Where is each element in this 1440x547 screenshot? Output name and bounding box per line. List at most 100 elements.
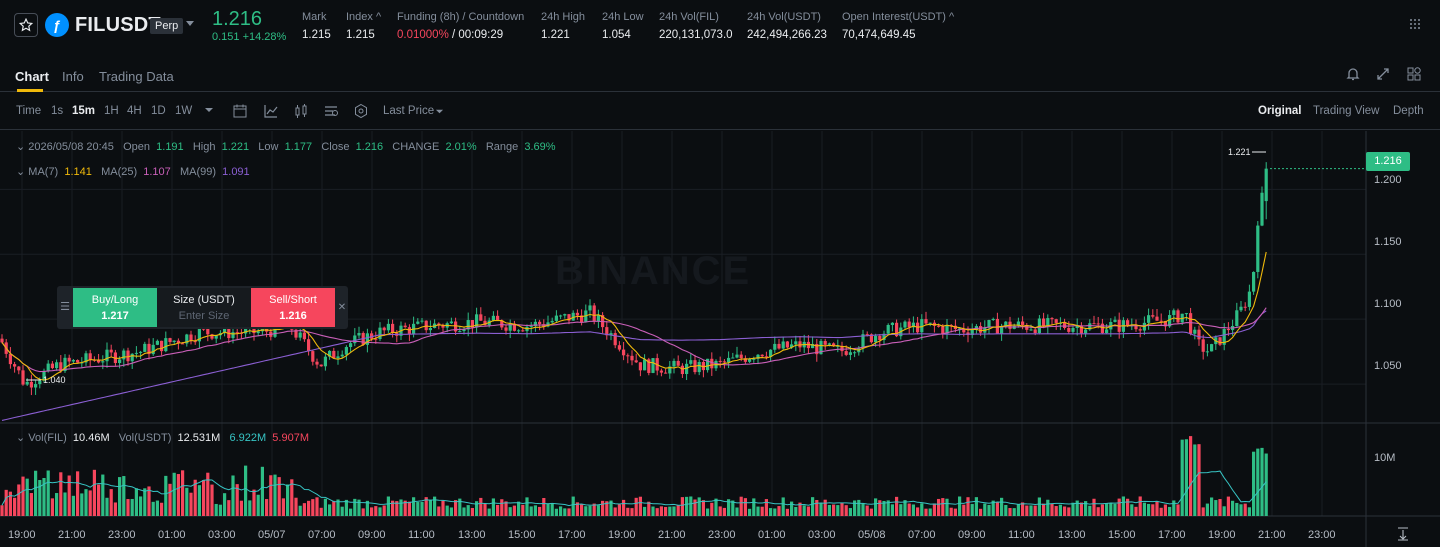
volume-bar	[924, 508, 928, 516]
symbol-dropdown-caret-icon[interactable]	[186, 21, 194, 26]
candle-body	[739, 354, 743, 359]
symbol-name[interactable]: FILUSDT	[75, 14, 161, 36]
volume-bar	[1243, 503, 1247, 516]
settings-sliders-icon[interactable]	[323, 103, 339, 119]
volume-bar	[336, 499, 340, 516]
favorite-star-button[interactable]	[14, 13, 38, 37]
volume-bar	[895, 496, 899, 516]
stat-open-interest[interactable]: Open Interest(USDT) ^ 70,474,649.45	[842, 11, 954, 41]
volume-bar	[307, 500, 311, 516]
vol-ma2-value: 5.907M	[272, 432, 309, 444]
stat-label: 24h Vol(FIL)	[659, 11, 719, 23]
stat-24h-vol-usdt: 24h Vol(USDT) 242,494,266.23	[747, 11, 827, 41]
vol-fil-value: 10.46M	[72, 432, 110, 444]
candle-body	[533, 321, 537, 327]
candle-body	[622, 349, 626, 356]
candle-body	[722, 361, 726, 363]
price-type-dropdown-icon[interactable]	[435, 107, 444, 116]
candlestick-chart-canvas[interactable]	[0, 131, 1440, 547]
volume-bar	[802, 505, 806, 516]
size-input[interactable]: Size (USDT) Enter Size	[157, 288, 251, 327]
interval-15m[interactable]: 15m	[72, 105, 96, 117]
sell-short-button[interactable]: Sell/Short 1.216	[251, 288, 335, 327]
candle-body	[979, 326, 983, 333]
candle-body	[769, 349, 773, 357]
candle-body	[819, 341, 823, 355]
candle-body	[202, 328, 206, 330]
volume-bar	[945, 498, 949, 516]
ma99-label: MA(99)	[179, 166, 217, 178]
interval-4h[interactable]: 4H	[127, 105, 142, 117]
interval-1w[interactable]: 1W	[175, 105, 193, 117]
y-tick: 1.200	[1374, 174, 1402, 186]
candle-body	[945, 325, 949, 334]
volume-bar	[38, 480, 42, 516]
candle-body	[748, 359, 752, 362]
candle-body	[382, 327, 386, 331]
collapse-ma-icon[interactable]: ⌄	[16, 166, 29, 178]
price-settings-icon[interactable]	[353, 103, 369, 119]
interval-1s[interactable]: 1s	[51, 105, 64, 117]
price-chart[interactable]: BINANCE ⌄ 2026/05/08 20:45 Open 1.191 Hi…	[0, 131, 1440, 547]
x-tick: 01:00	[158, 529, 186, 541]
volume-bar	[80, 493, 84, 516]
tab-chart[interactable]: Chart	[15, 69, 49, 84]
volume-bar	[865, 505, 869, 516]
volume-bar	[286, 484, 290, 516]
more-menu-icon[interactable]	[1410, 18, 1422, 30]
interval-1h[interactable]: 1H	[104, 105, 119, 117]
candle-date: 2026/05/08 20:45	[28, 141, 114, 153]
volume-bar	[1163, 504, 1167, 516]
interval-1d[interactable]: 1D	[151, 105, 166, 117]
volume-bar	[1138, 496, 1142, 516]
buy-long-button[interactable]: Buy/Long 1.217	[73, 288, 157, 327]
sell-label: Sell/Short	[269, 294, 317, 306]
calendar-icon[interactable]	[232, 103, 248, 119]
volume-bar	[428, 499, 432, 516]
active-tab-underline	[17, 89, 43, 92]
vol-fil-label: Vol(FIL)	[28, 432, 67, 444]
scroll-to-end-icon[interactable]	[1396, 527, 1410, 541]
candle-body	[1247, 291, 1251, 307]
indicator-icon[interactable]	[263, 103, 279, 119]
fullscreen-icon[interactable]	[1375, 66, 1391, 82]
candle-body	[76, 360, 80, 363]
close-icon[interactable]: ✕	[337, 302, 347, 313]
candle-body	[1239, 306, 1243, 311]
stat-24h-high: 24h High 1.221	[541, 11, 585, 41]
stat-value: 1.215	[346, 29, 375, 41]
volume-bar	[1226, 496, 1230, 516]
collapse-vol-icon[interactable]: ⌄	[16, 432, 29, 444]
candle-body	[416, 321, 420, 324]
volume-bar	[974, 497, 978, 516]
bell-icon[interactable]	[1345, 66, 1361, 82]
candle-style-icon[interactable]	[293, 103, 309, 119]
price-type-select[interactable]: Last Price	[383, 105, 435, 117]
layout-grid-icon[interactable]	[1406, 66, 1422, 82]
stat-index[interactable]: Index ^ 1.215	[346, 11, 381, 41]
collapse-legend-icon[interactable]: ⌄	[16, 141, 29, 153]
view-depth[interactable]: Depth	[1393, 105, 1424, 117]
volume-bar	[113, 502, 117, 516]
interval-dropdown-icon[interactable]	[204, 105, 214, 115]
candle-body	[1075, 325, 1079, 328]
volume-bar	[1168, 506, 1172, 516]
candle-body	[890, 322, 894, 326]
view-trading-view[interactable]: Trading View	[1313, 105, 1380, 117]
volume-bar	[365, 500, 369, 516]
volume-bar	[664, 506, 668, 516]
volume-bar	[1084, 501, 1088, 516]
volume-bar	[202, 480, 206, 516]
volume-bar	[743, 498, 747, 516]
volume-bar	[244, 465, 248, 516]
candle-body	[605, 327, 609, 336]
volume-bar	[701, 500, 705, 516]
view-original[interactable]: Original	[1258, 105, 1302, 117]
candle-body	[832, 343, 836, 346]
volume-bar	[349, 508, 353, 516]
drag-handle-icon[interactable]: ☰	[60, 301, 70, 313]
y-tick: 1.100	[1374, 298, 1402, 310]
tab-info[interactable]: Info	[62, 69, 84, 84]
tab-trading-data[interactable]: Trading Data	[99, 69, 174, 84]
volume-bar	[760, 506, 764, 516]
